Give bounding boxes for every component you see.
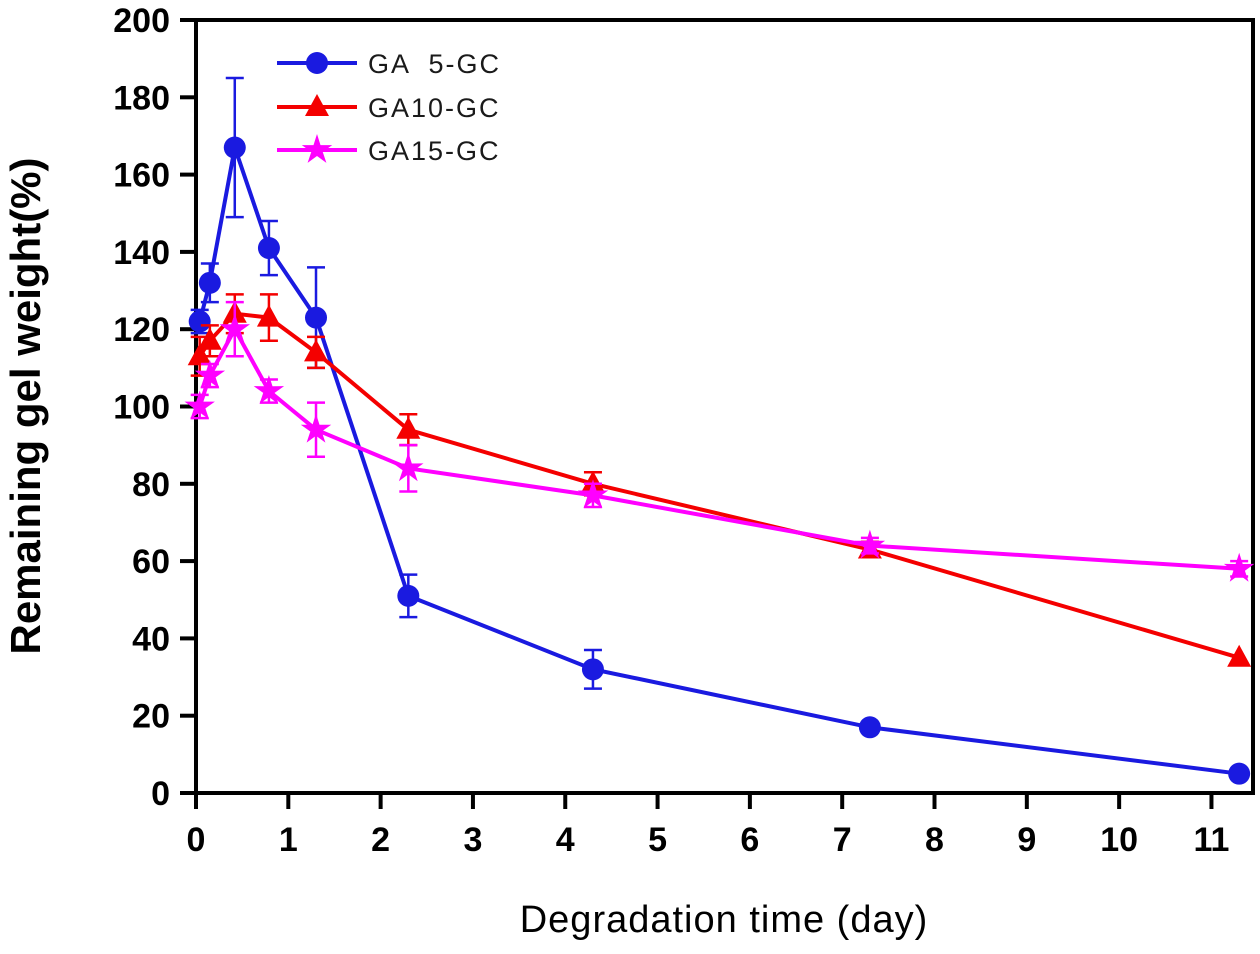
legend-item: GA15-GC bbox=[277, 134, 501, 166]
star-marker-icon bbox=[393, 452, 424, 482]
series-GA10-GC bbox=[187, 293, 1252, 667]
x-tick-label: 2 bbox=[371, 821, 390, 859]
triangle-marker-icon bbox=[305, 94, 329, 116]
series-GA5-GC bbox=[188, 76, 1251, 785]
y-tick-label: 140 bbox=[113, 234, 170, 272]
legend: GA 5-GC GA10-GC GA15-GC bbox=[277, 49, 501, 166]
x-tick-label: 10 bbox=[1100, 821, 1138, 859]
legend-item: GA 5-GC bbox=[277, 49, 501, 79]
triangle-marker-icon bbox=[396, 416, 421, 439]
circle-marker-icon bbox=[223, 136, 246, 159]
y-tick-label: 40 bbox=[132, 620, 170, 658]
legend-item: GA10-GC bbox=[277, 93, 501, 123]
x-tick-label: 9 bbox=[1017, 821, 1036, 859]
star-marker-icon bbox=[1223, 552, 1255, 582]
star-marker-icon bbox=[194, 359, 226, 389]
circle-marker-icon bbox=[305, 306, 328, 329]
x-tick-label: 1 bbox=[279, 821, 298, 859]
star-marker-icon bbox=[577, 479, 609, 509]
x-tick-label: 5 bbox=[648, 821, 667, 859]
y-tick-label: 60 bbox=[132, 543, 170, 581]
legend-label: GA 5-GC bbox=[368, 49, 501, 79]
star-marker-icon bbox=[300, 413, 332, 443]
star-marker-icon bbox=[219, 313, 250, 343]
star-marker-icon bbox=[184, 390, 215, 420]
star-marker-icon bbox=[253, 375, 285, 404]
star-marker-icon bbox=[301, 134, 333, 163]
series-line bbox=[197, 325, 1240, 571]
plot-area: 0 1 2 3 4 5 6 7 8 9 10 11 0 20 40 60 80 100 120 140 160 180 20… bbox=[113, 2, 1255, 859]
circle-marker-icon bbox=[188, 310, 211, 333]
series-GA15-GC bbox=[184, 300, 1255, 582]
y-tick-label: 0 bbox=[151, 775, 170, 813]
y-tick-label: 100 bbox=[113, 389, 170, 427]
plot-frame bbox=[194, 18, 1255, 795]
legend-label: GA10-GC bbox=[368, 93, 501, 123]
triangle-marker-icon bbox=[256, 304, 281, 327]
x-tick-label: 3 bbox=[463, 821, 482, 859]
triangle-marker-icon bbox=[1227, 644, 1252, 667]
x-tick-label: 7 bbox=[833, 821, 852, 859]
triangle-marker-icon bbox=[304, 339, 329, 362]
circle-marker-icon bbox=[1228, 762, 1251, 785]
y-tick-label: 80 bbox=[132, 466, 170, 504]
circle-marker-icon bbox=[581, 658, 604, 681]
circle-marker-icon bbox=[306, 52, 328, 74]
x-tick-label: 4 bbox=[556, 821, 575, 859]
y-tick-label: 160 bbox=[113, 157, 170, 195]
y-tick-label: 200 bbox=[113, 2, 170, 40]
x-axis-title: Degradation time (day) bbox=[520, 899, 929, 941]
series-line bbox=[197, 139, 1240, 776]
y-tick-label: 120 bbox=[113, 311, 170, 349]
circle-marker-icon bbox=[257, 237, 280, 260]
circle-marker-icon bbox=[198, 271, 221, 294]
circle-marker-icon bbox=[397, 584, 420, 607]
x-tick-label: 8 bbox=[925, 821, 944, 859]
x-tick-label: 0 bbox=[187, 821, 206, 859]
y-tick-label: 20 bbox=[132, 698, 170, 736]
triangle-marker-icon bbox=[187, 343, 212, 366]
circle-marker-icon bbox=[858, 716, 881, 739]
series-line bbox=[198, 311, 1240, 660]
x-tick-label: 6 bbox=[740, 821, 759, 859]
star-marker-icon bbox=[854, 529, 886, 559]
legend-label: GA15-GC bbox=[368, 136, 501, 166]
triangle-marker-icon bbox=[197, 327, 222, 350]
x-tick-label: 11 bbox=[1193, 821, 1229, 859]
y-axis-title: Remaining gel weight(%) bbox=[2, 157, 49, 654]
y-tick-label: 180 bbox=[113, 79, 170, 117]
